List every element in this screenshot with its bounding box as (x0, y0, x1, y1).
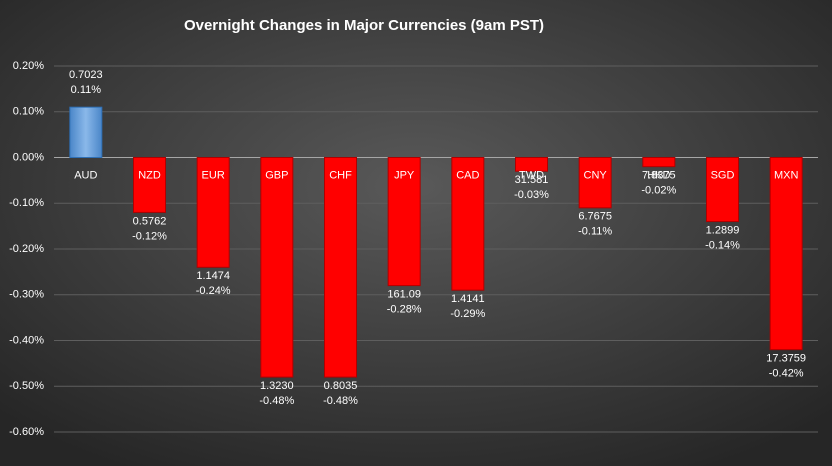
y-tick-label: -0.40% (9, 334, 44, 346)
bar (706, 157, 739, 223)
y-tick-label: 0.00% (13, 151, 44, 163)
y-tick-label: -0.20% (9, 243, 44, 255)
value-label: -0.02% (641, 185, 676, 197)
y-tick-label: -0.50% (9, 380, 44, 392)
bar (387, 157, 421, 287)
value-label: -0.28% (387, 304, 422, 316)
value-label: -0.14% (705, 239, 740, 251)
rate-label: 17.3759 (766, 353, 806, 365)
rate-label: 161.09 (387, 289, 421, 301)
x-tick-label: JPY (394, 169, 415, 181)
rate-label: 1.3230 (260, 380, 294, 392)
rate-label: 1.1474 (196, 270, 230, 282)
value-label: -0.48% (259, 395, 294, 407)
rate-label: 7.8375 (642, 170, 676, 182)
rate-label: 0.5762 (133, 215, 167, 227)
x-tick-label: HKD (647, 169, 670, 181)
x-tick-label: TWD (519, 169, 544, 181)
x-tick-label: CAD (456, 169, 479, 181)
value-label: -0.11% (578, 226, 612, 238)
y-tick-label: 0.20% (13, 60, 44, 72)
bar (260, 157, 294, 378)
x-tick-label: MXN (774, 169, 799, 181)
bar (69, 106, 103, 159)
bar (642, 157, 676, 168)
x-tick-label: SGD (711, 169, 735, 181)
bar (769, 157, 803, 351)
bar (515, 157, 548, 172)
rate-label: 31.581 (515, 174, 549, 186)
value-label: -0.48% (323, 395, 358, 407)
x-tick-label: EUR (202, 169, 225, 181)
value-label: -0.29% (450, 308, 485, 320)
rate-label: 0.7023 (69, 69, 103, 81)
value-label: -0.24% (196, 285, 231, 297)
bar (324, 157, 357, 378)
rate-label: 0.8035 (324, 380, 358, 392)
x-tick-label: GBP (265, 169, 288, 181)
bar (578, 157, 612, 209)
x-tick-label: CNY (584, 169, 608, 181)
value-label: -0.12% (132, 230, 167, 242)
x-tick-label: AUD (74, 169, 97, 181)
x-tick-label: NZD (138, 169, 161, 181)
y-tick-label: -0.60% (9, 426, 44, 438)
bar (133, 157, 166, 213)
rate-label: 1.2899 (706, 224, 740, 236)
y-tick-label: -0.30% (9, 289, 44, 301)
value-label: 0.11% (71, 84, 102, 96)
x-tick-label: CHF (329, 169, 352, 181)
chart-title: Overnight Changes in Major Currencies (9… (184, 17, 544, 34)
rate-label: 1.4141 (451, 293, 485, 305)
value-label: -0.42% (769, 368, 804, 380)
value-label: -0.03% (514, 189, 549, 201)
bar (451, 157, 485, 291)
y-tick-label: -0.10% (9, 197, 44, 209)
rate-label: 6.7675 (578, 211, 612, 223)
bar (196, 157, 230, 268)
y-tick-label: 0.10% (13, 106, 44, 118)
